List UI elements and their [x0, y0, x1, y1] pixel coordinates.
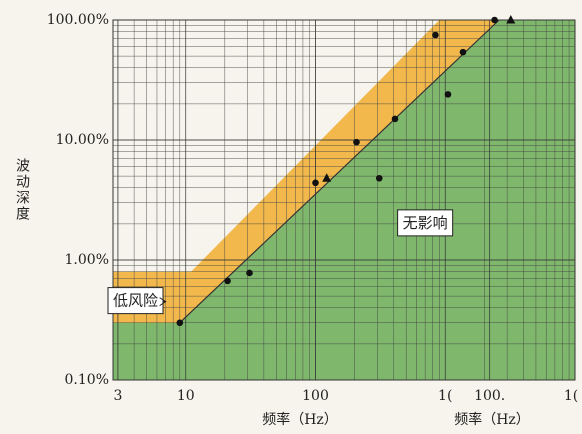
circle-point: [176, 319, 184, 327]
annotation: 低风险: [107, 287, 167, 315]
triangle-point: [506, 15, 516, 24]
annotation: 无影响: [397, 209, 454, 237]
circle-point: [353, 138, 360, 146]
circle-point: [491, 16, 498, 24]
grid: [113, 20, 575, 380]
y-tick-label: 10.00%: [56, 132, 109, 148]
y-axis-label: 波动深度: [14, 158, 30, 222]
circle-point: [432, 31, 439, 39]
circle-point: [246, 269, 253, 277]
annotation-text: 无影响: [403, 214, 448, 232]
region: [113, 20, 575, 380]
x-tick-label: 1(: [438, 388, 452, 404]
x-axis-label-repeat: 频率（Hz）: [454, 411, 530, 428]
x-tick-label: 1(: [564, 388, 578, 404]
annotation-box: [397, 209, 454, 237]
circle-point: [224, 277, 231, 285]
x-tick-label: 10: [177, 388, 195, 404]
boundary-line: [179, 19, 500, 324]
annotation-arrow: [159, 297, 167, 307]
circle-point: [391, 115, 399, 123]
annotation-text: 低风险: [113, 292, 158, 310]
region: [113, 20, 500, 323]
x-tick-label: 3: [113, 388, 122, 404]
plot-frame: [112, 19, 576, 381]
y-tick-label: 100.00%: [47, 12, 109, 28]
x-tick-label: 100: [302, 388, 329, 404]
x-tick-label: 100.: [474, 388, 505, 404]
x-axis-label: 频率（Hz）: [262, 411, 338, 428]
circle-point: [444, 91, 452, 98]
y-tick-label: 0.10%: [65, 372, 109, 388]
triangle-point: [322, 173, 332, 182]
annotation-box: [107, 287, 164, 315]
circle-point: [375, 174, 383, 182]
circle-point: [459, 48, 467, 56]
y-tick-label: 1.00%: [65, 252, 109, 268]
circle-point: [312, 179, 319, 187]
